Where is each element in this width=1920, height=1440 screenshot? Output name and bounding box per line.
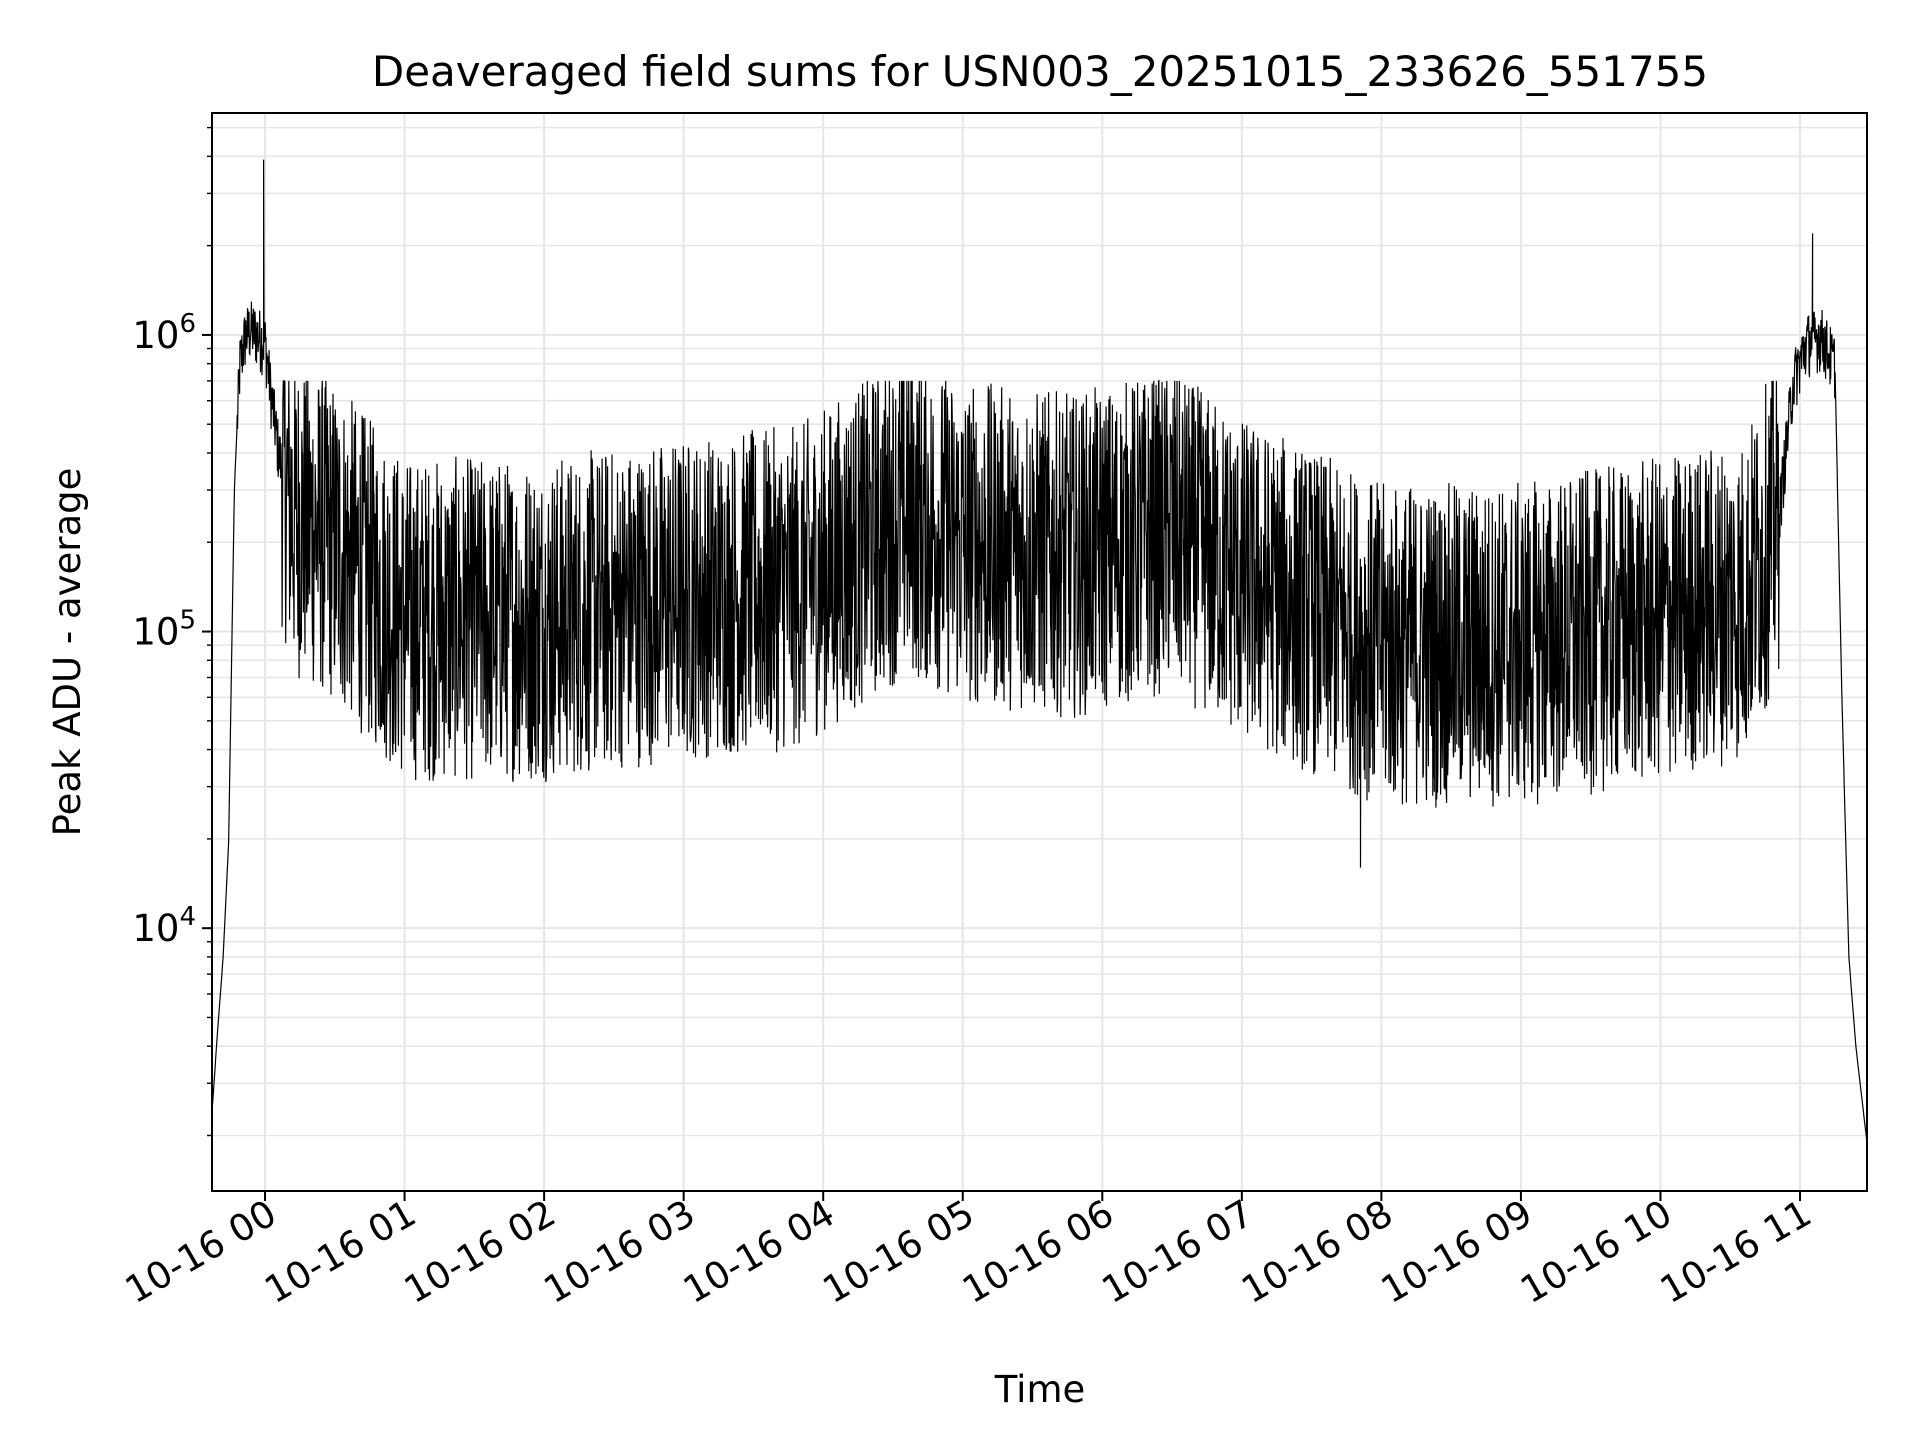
y-tick-label: 105 (132, 606, 196, 654)
y-tick-label: 106 (132, 309, 196, 357)
y-axis-ticks: 104 105 106 (132, 126, 212, 1137)
series-layer (211, 159, 1868, 1143)
series-line (211, 159, 1868, 1143)
x-axis-label: Time (994, 1368, 1086, 1411)
y-axis-label: Peak ADU - average (46, 468, 89, 837)
chart-title: Deaveraged field sums for USN003_2025101… (372, 47, 1708, 96)
plot-frame (211, 112, 1868, 1192)
y-tick-label: 104 (132, 902, 196, 950)
